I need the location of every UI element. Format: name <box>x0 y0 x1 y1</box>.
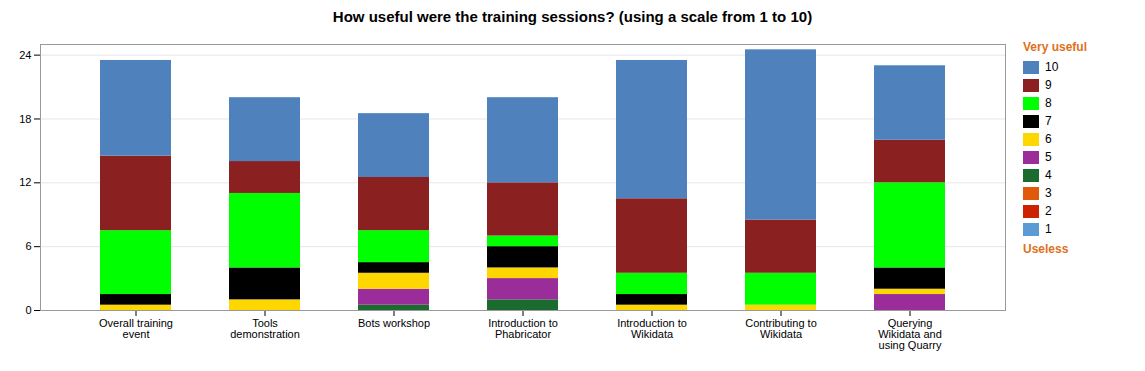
html-text:6: 6 <box>1045 132 1052 146</box>
svg-text:0: 0 <box>25 304 31 316</box>
svg-text:Contributing toWikidata: Contributing toWikidata <box>745 317 817 340</box>
html-text:2: 2 <box>1045 204 1052 218</box>
svg-text:Introduction toPhabricator: Introduction toPhabricator <box>488 317 558 340</box>
svg-text:24: 24 <box>19 49 31 61</box>
html-text:9: 9 <box>1045 78 1052 92</box>
html-text:Very useful: Very useful <box>1023 40 1087 54</box>
svg-text:18: 18 <box>19 113 31 125</box>
svg-text:Overall trainingevent: Overall trainingevent <box>99 317 173 340</box>
html-text:3: 3 <box>1045 186 1052 200</box>
html-text:8: 8 <box>1045 96 1052 110</box>
svg-text:12: 12 <box>19 176 31 188</box>
html-text:How useful were the training s: How useful were the training sessions? (… <box>332 8 813 25</box>
html-text:4: 4 <box>1045 168 1052 182</box>
html-text:Useless: Useless <box>1023 242 1069 256</box>
svg-text:QueryingWikidata andusing Quar: QueryingWikidata andusing Quarry <box>878 317 942 351</box>
svg-text:Toolsdemonstration: Toolsdemonstration <box>230 317 300 340</box>
html-text:7: 7 <box>1045 114 1052 128</box>
svg-text:Bots workshop: Bots workshop <box>358 317 430 329</box>
svg-text:6: 6 <box>25 240 31 252</box>
html-text:10: 10 <box>1045 60 1059 74</box>
html-text:5: 5 <box>1045 150 1052 164</box>
html-text:1: 1 <box>1045 222 1052 236</box>
svg-text:Introduction toWikidata: Introduction toWikidata <box>617 317 687 340</box>
